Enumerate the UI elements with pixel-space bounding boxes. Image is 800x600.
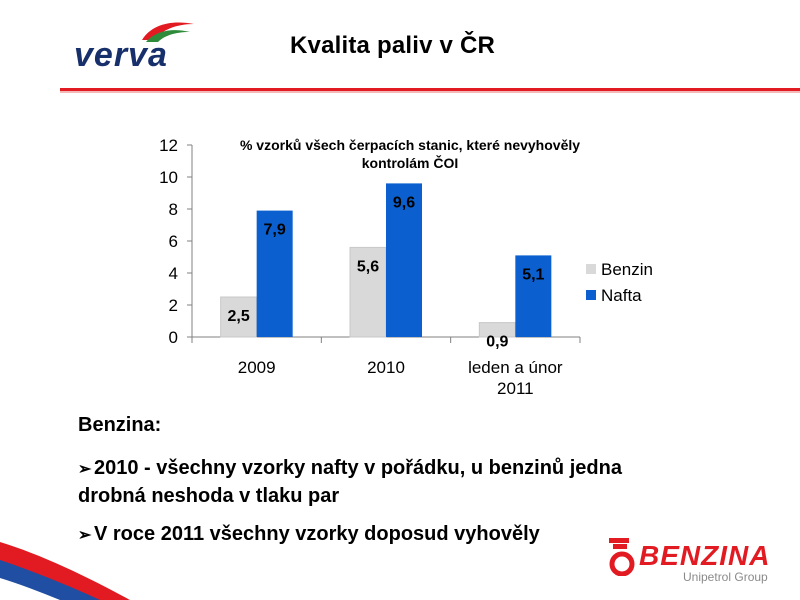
benzina-wordmark: BENZINA — [639, 540, 771, 571]
bullet-1-line-2: drobná neshoda v tlaku par — [78, 485, 340, 507]
chart-note-line-2: kontrolám ČOI — [361, 155, 459, 171]
page-title: Kvalita paliv v ČR — [290, 32, 496, 59]
benzina-logo: BENZINA Unipetrol Group — [605, 534, 780, 590]
y-tick-label: 8 — [169, 200, 178, 219]
arrow-bullet-icon: ➢ — [78, 527, 92, 544]
data-label: 7,9 — [264, 222, 286, 239]
x-tick-label: 2010 — [367, 358, 405, 377]
chart-note: % vzorků všech čerpacích stanic, které n… — [210, 136, 610, 172]
legend-label-benzin: Benzin — [601, 260, 653, 279]
y-tick-label: 12 — [159, 136, 178, 155]
corner-swoosh-decoration — [0, 542, 130, 600]
chart-note-line-1: % vzorků všech čerpacích stanic, které n… — [239, 137, 581, 153]
bullet-item-1: ➢ 2010 - všechny vzorky nafty v pořádku, … — [78, 455, 728, 509]
y-tick-label: 2 — [169, 296, 178, 315]
legend-swatch-nafta — [586, 290, 596, 300]
y-tick-label: 6 — [169, 232, 178, 251]
legend-label-nafta: Nafta — [601, 286, 642, 305]
legend-swatch-benzin — [586, 264, 596, 274]
data-label: 9,6 — [393, 194, 415, 211]
verva-logo: verva — [72, 18, 197, 74]
x-tick-label: 2009 — [238, 358, 276, 377]
bar-nafta — [515, 255, 552, 337]
x-tick-label: leden a únor — [468, 358, 563, 377]
data-label: 5,1 — [522, 266, 544, 283]
bullet-item-2: ➢ V roce 2011 všechny vzorky doposud vyho… — [78, 521, 728, 549]
bar-benzin — [220, 296, 258, 338]
section-heading: Benzina: — [78, 414, 162, 436]
title-divider-shadow — [60, 91, 800, 93]
bar-nafta — [386, 183, 422, 337]
bar-chart: 0 2 4 6 8 10 12 2,5 7,9 2009 5,6 9,6 2010 0,9 5,1 leden… — [159, 136, 653, 398]
bar-nafta — [256, 210, 293, 337]
verva-wordmark: verva — [74, 36, 168, 74]
x-tick-label: 2011 — [497, 379, 534, 398]
bullet-1-line-1: 2010 - všechny vzorky nafty v pořádku, u… — [94, 457, 622, 479]
y-tick-label: 10 — [159, 168, 178, 187]
y-tick-label: 0 — [169, 328, 178, 347]
bullet-section: Benzina: ➢ 2010 - všechny vzorky nafty v … — [78, 414, 728, 561]
benzina-emblem-icon — [609, 538, 635, 576]
y-tick-label: 4 — [169, 264, 178, 283]
benzina-group-label: Unipetrol Group — [683, 570, 768, 584]
verva-swoosh-icon — [142, 22, 194, 42]
bullet-2-line-1: V roce 2011 všechny vzorky doposud vyhov… — [94, 523, 540, 545]
title-divider — [60, 88, 800, 91]
arrow-bullet-icon: ➢ — [78, 461, 92, 478]
data-label: 2,5 — [228, 308, 250, 325]
data-label: 5,6 — [357, 258, 379, 275]
data-label: 0,9 — [486, 334, 508, 351]
